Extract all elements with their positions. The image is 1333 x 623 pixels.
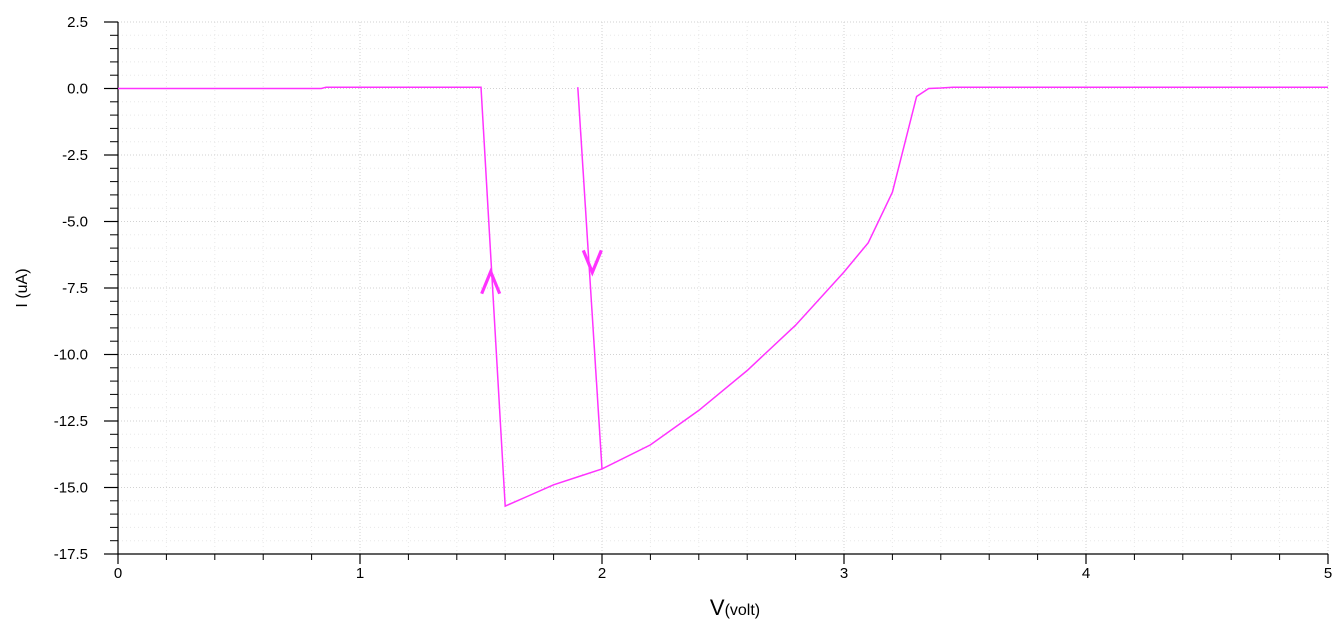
y-tick-label: -17.5 (54, 546, 88, 563)
annotations (480, 249, 603, 295)
y-tick-label: 2.5 (67, 14, 88, 31)
y-tick-label: -15.0 (54, 480, 88, 497)
x-axis-title: V(volt) (710, 595, 760, 620)
x-tick-label: 3 (840, 565, 848, 582)
tick-labels: 0 1 2 3 4 5 2.5 0.0 -2.5 -5.0 -7.5 -10.0 -12.5 -15.0 -… (54, 14, 1332, 582)
y-tick-label: -7.5 (62, 280, 88, 297)
series-line (118, 86, 1328, 508)
ticks (104, 21, 1329, 564)
series-line (577, 87, 603, 469)
grid (117, 21, 1329, 555)
y-tick-label: 0.0 (67, 81, 88, 98)
y-tick-label: -5.0 (62, 214, 88, 231)
x-axis-title-sub: (volt) (725, 602, 761, 619)
x-tick-label: 0 (114, 565, 122, 582)
y-tick-label: -12.5 (54, 413, 88, 430)
up-arrow-annotation (480, 267, 502, 295)
y-axis-title: I (uA) (14, 268, 31, 307)
x-tick-label: 5 (1324, 565, 1332, 582)
series (118, 86, 1328, 508)
x-tick-label: 2 (598, 565, 606, 582)
x-tick-label: 1 (356, 565, 364, 582)
y-tick-label: -2.5 (62, 147, 88, 164)
y-tick-label: -10.0 (54, 347, 88, 364)
x-axis-title-main: V (710, 595, 725, 620)
down-arrow-annotation (581, 249, 603, 277)
x-tick-label: 4 (1082, 565, 1090, 582)
